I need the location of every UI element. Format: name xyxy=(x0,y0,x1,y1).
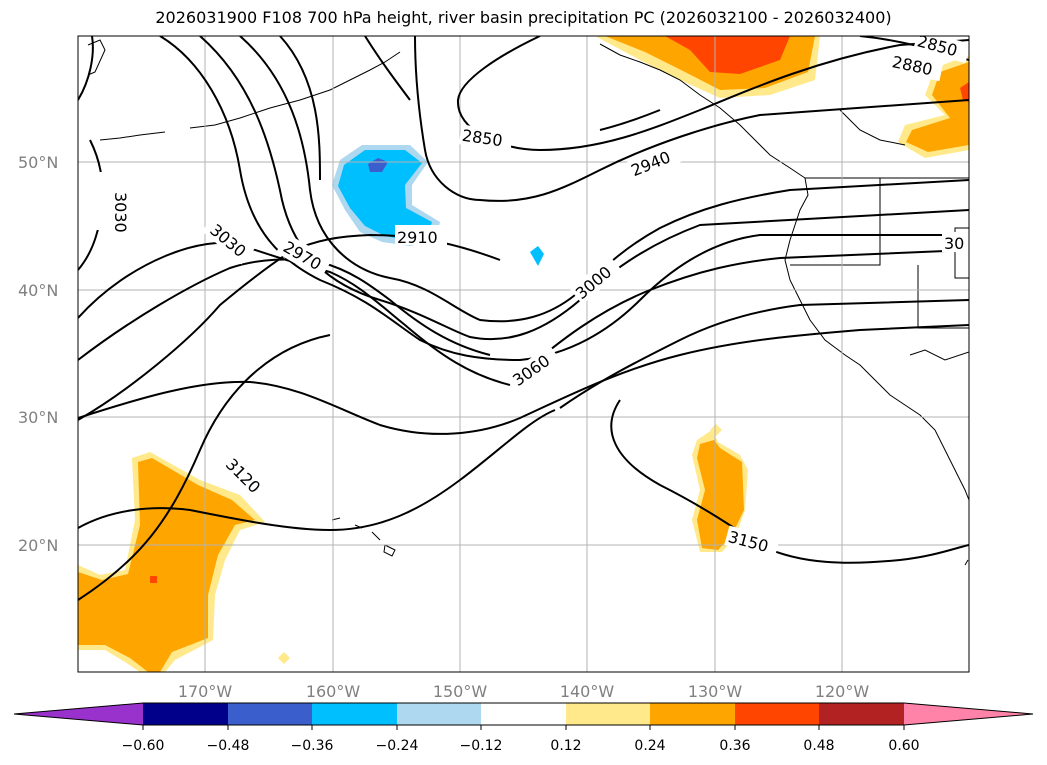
colorbar-segment xyxy=(481,703,566,725)
colorbar-segment xyxy=(566,703,650,725)
map-title: 2026031900 F108 700 hPa height, river ba… xyxy=(155,8,892,27)
colorbar-segment xyxy=(397,703,481,725)
colorbar-extend-right xyxy=(904,703,1033,725)
colorbar-segment xyxy=(819,703,904,725)
precip-positive-region-east-edge xyxy=(898,55,969,158)
colorbar-segment xyxy=(312,703,397,725)
colorbar-tick-label: −0.60 xyxy=(122,738,165,754)
colorbar-tick-label: 0.60 xyxy=(888,738,919,754)
lat-label: 20°N xyxy=(18,536,58,555)
colorbar-segment xyxy=(650,703,735,725)
latitude-labels: 50°N 40°N 30°N 20°N xyxy=(18,153,58,555)
longitude-labels: 170°W 160°W 150°W 140°W 130°W 120°W xyxy=(178,682,870,701)
precip-positive-region-northeast xyxy=(595,36,820,98)
map-frame xyxy=(77,35,970,673)
colorbar-extend-left xyxy=(14,703,143,725)
lat-label: 50°N xyxy=(18,153,58,172)
colorbar-tick-label: 0.24 xyxy=(634,738,665,754)
colorbar-tick-label: −0.48 xyxy=(207,738,250,754)
colorbar: −0.60 −0.48 −0.36 −0.24 −0.12 0.12 0.24 … xyxy=(13,702,1034,754)
graticule xyxy=(78,36,969,672)
lat-label: 40°N xyxy=(18,281,58,300)
contour-labels: 3030 3030 2970 2910 2850 2940 3000 3060 … xyxy=(88,36,969,559)
precip-positive-region-central-south xyxy=(278,424,748,664)
precip-negative-region-north-pacific xyxy=(332,145,544,266)
colorbar-segment xyxy=(143,703,228,725)
coastline-north-america xyxy=(599,43,969,501)
colorbar-tick-label: 0.12 xyxy=(550,738,581,754)
contour-label: 3030 xyxy=(111,192,130,233)
lon-label: 130°W xyxy=(688,682,743,701)
lon-label: 140°W xyxy=(560,682,615,701)
colorbar-tick-label: 0.36 xyxy=(719,738,750,754)
precip-positive-region-southwest xyxy=(78,452,265,672)
lon-label: 120°W xyxy=(815,682,870,701)
lat-label: 30°N xyxy=(18,408,58,427)
map-area xyxy=(78,36,969,672)
lon-label: 150°W xyxy=(433,682,488,701)
colorbar-tick-label: −0.12 xyxy=(460,738,503,754)
lon-label: 160°W xyxy=(306,682,361,701)
colorbar-segment xyxy=(228,703,312,725)
colorbar-tick-label: −0.36 xyxy=(291,738,334,754)
colorbar-tick-label: 0.48 xyxy=(803,738,834,754)
colorbar-tick-label: −0.24 xyxy=(376,738,419,754)
colorbar-segment xyxy=(735,703,819,725)
contour-label: 30 xyxy=(944,234,964,253)
contour-label: 2910 xyxy=(397,228,438,247)
lon-label: 170°W xyxy=(178,682,233,701)
